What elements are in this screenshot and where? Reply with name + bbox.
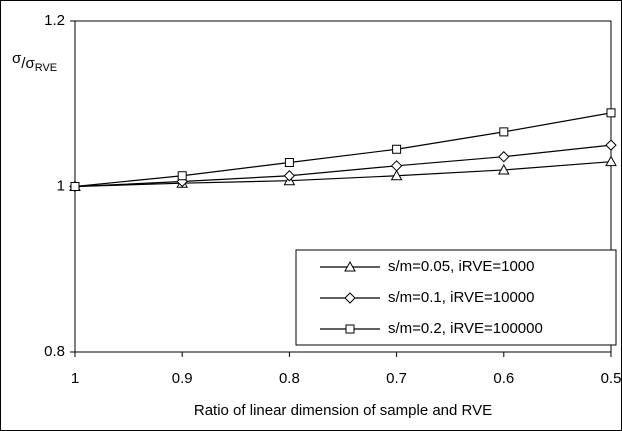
- marker-square: [392, 144, 402, 154]
- legend-label: s/m=0.2, iRVE=100000: [388, 320, 543, 337]
- y-tick-label: 1.2: [44, 12, 65, 29]
- legend-label: s/m=0.05, iRVE=1000: [388, 258, 534, 275]
- marker-triangle: [497, 163, 510, 175]
- y-tick-label: 0.8: [44, 343, 65, 360]
- y-axis-label: σ/σRVE: [12, 50, 57, 74]
- x-tick-label: 0.9: [172, 370, 193, 387]
- legend-label: s/m=0.1, iRVE=10000: [388, 289, 534, 306]
- series-line: [74, 144, 612, 188]
- marker-triangle: [605, 155, 617, 167]
- marker-square: [70, 182, 80, 191]
- y-tick-label: 1: [57, 177, 65, 194]
- marker-diamond: [498, 151, 510, 163]
- marker-square: [345, 324, 355, 334]
- y-label-denominator: σ: [25, 55, 35, 72]
- marker-triangle: [344, 260, 356, 272]
- marker-diamond: [390, 160, 403, 172]
- marker-diamond: [605, 139, 617, 151]
- y-label-slash: /: [21, 55, 26, 72]
- x-axis-label: Ratio of linear dimension of sample and …: [194, 402, 492, 419]
- x-tick-label: 0.5: [601, 370, 622, 387]
- marker-square: [177, 171, 187, 181]
- marker-square: [606, 108, 616, 118]
- marker-diamond: [344, 292, 356, 304]
- y-label-symbol: σ: [12, 50, 22, 67]
- x-tick-label: 0.7: [386, 370, 407, 387]
- x-tick-label: 0.6: [493, 370, 514, 387]
- x-tick-label: 0.8: [279, 370, 300, 387]
- series-line: [74, 161, 612, 188]
- marker-diamond: [283, 170, 296, 182]
- marker-triangle: [390, 169, 403, 181]
- marker-square: [284, 158, 294, 168]
- series-line: [74, 112, 612, 188]
- marker-square: [499, 127, 509, 137]
- x-tick-label: 1: [71, 370, 79, 387]
- y-label-subscript: RVE: [35, 62, 57, 74]
